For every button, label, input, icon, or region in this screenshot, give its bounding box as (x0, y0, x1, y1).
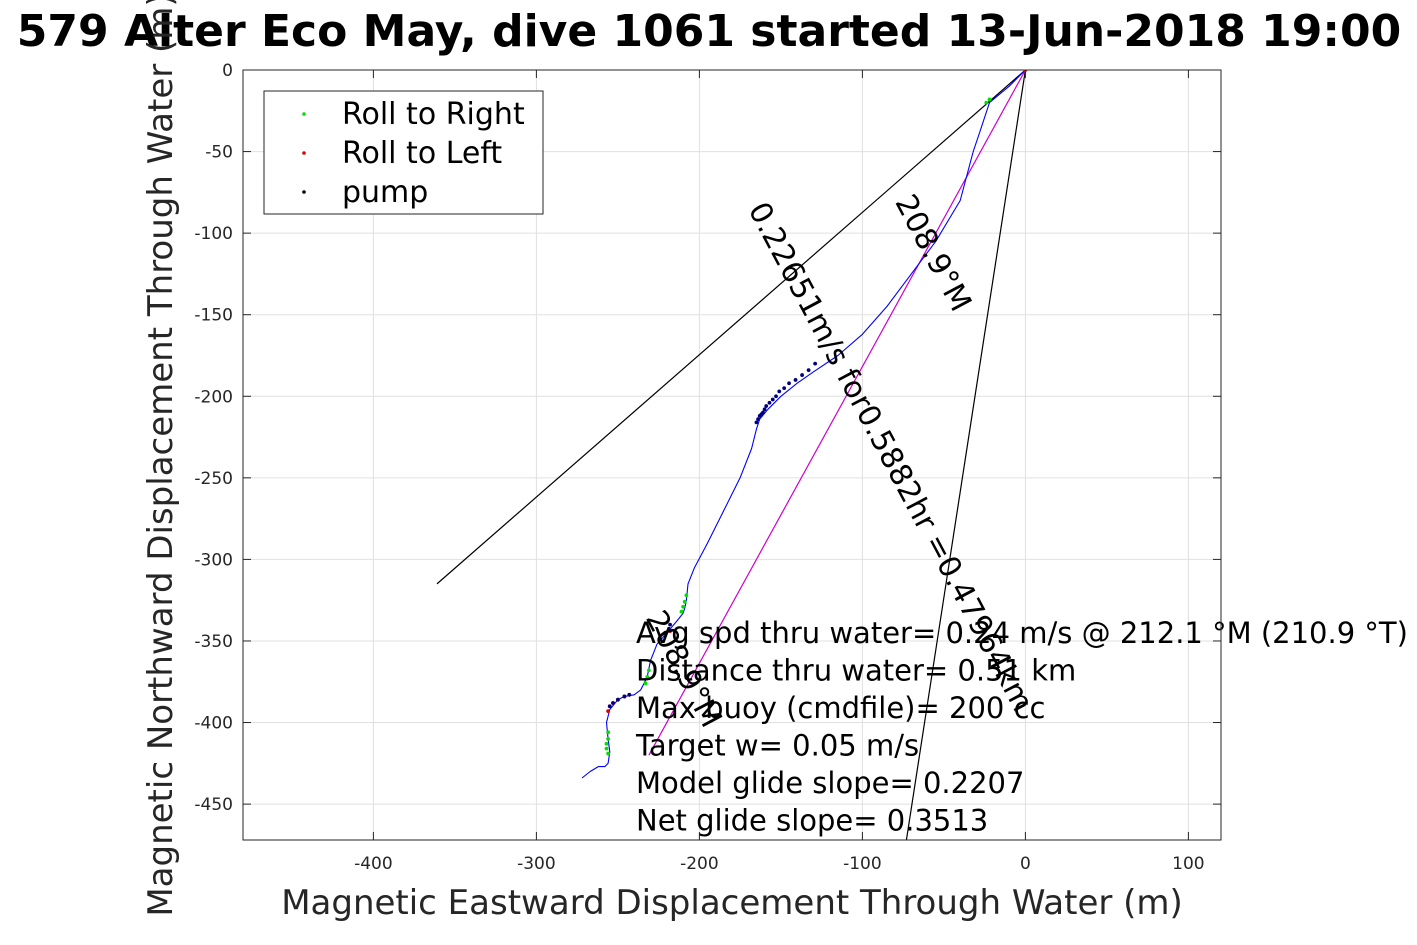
roll-right-point (606, 751, 611, 756)
pump-point (757, 413, 762, 418)
axes-box (242, 69, 1222, 841)
pump-point (622, 694, 627, 699)
roll-right-point (684, 593, 689, 598)
x-tick-label: -400 (354, 854, 393, 874)
legend-marker-pump (302, 190, 306, 194)
roll-right-point (682, 599, 687, 604)
pump-point (806, 368, 811, 373)
glider-track (581, 70, 1026, 779)
x-tick-label: 0 (1020, 854, 1031, 874)
x-tick-label: -100 (843, 854, 882, 874)
chart-title: 579 Alter Eco May, dive 1061 started 13-… (17, 6, 1401, 57)
y-tick-label: -250 (194, 469, 233, 489)
x-tick-label: -200 (680, 854, 719, 874)
pump-point (762, 407, 767, 412)
roll-left-point (606, 709, 611, 714)
legend-marker-roll-left (302, 151, 306, 155)
y-tick-label: -350 (194, 632, 233, 652)
pump-point (611, 701, 615, 705)
roll-right-point (987, 97, 992, 102)
stats-line: Max buoy (cmdfile)= 200 cc (636, 691, 1045, 725)
pump-point (787, 381, 791, 386)
pump-point (668, 622, 672, 627)
roll-right-point (606, 730, 611, 735)
roll-right-point (646, 668, 651, 673)
heading-line (905, 70, 1026, 840)
y-tick-label: -150 (194, 306, 233, 326)
legend-label-roll-left: Roll to Left (342, 136, 502, 171)
mean-track (648, 70, 1026, 756)
y-tick-label: 0 (222, 61, 233, 81)
pump-point (770, 397, 775, 402)
legend-marker-roll-right (302, 112, 306, 116)
y-tick-label: -50 (205, 143, 233, 163)
stats-line: Avg spd thru water= 0.24 m/s @ 212.1 °M … (636, 616, 1408, 650)
pump-point (764, 404, 769, 408)
pump-point (777, 389, 782, 394)
pump-point (793, 378, 798, 382)
roll-right-point (984, 100, 989, 105)
legend: Roll to Right Roll to Left pump (263, 90, 544, 215)
y-axis: 0 -50 -100 -150 -200 -250 -300 -350 -400 -450 (194, 61, 1221, 815)
pump-point (627, 692, 632, 697)
roll-right-point (643, 681, 648, 686)
x-axis-label: Magnetic Eastward Displacement Through W… (281, 883, 1183, 923)
stats-line: Net glide slope= 0.3513 (636, 804, 988, 838)
roll-left-point (668, 629, 672, 634)
pump-point (782, 386, 787, 391)
legend-label-roll-right: Roll to Right (342, 97, 525, 132)
series-layer (436, 70, 1028, 840)
pump-point (774, 394, 778, 399)
roll-right-point (604, 741, 609, 746)
roll-right-point (679, 609, 684, 614)
roll-right-point (681, 604, 685, 609)
pump-point (756, 417, 760, 422)
x-tick-label: -300 (517, 854, 556, 874)
legend-label-pump: pump (342, 175, 428, 210)
pump-point (663, 630, 668, 635)
roll-right-point (604, 746, 609, 751)
roll-right-point (606, 736, 611, 741)
stats-line: Model glide slope= 0.2207 (636, 766, 1024, 800)
y-axis-label: Magnetic Northward Displacement Through … (141, 0, 181, 917)
stats-line: Target w= 0.05 m/s (635, 729, 919, 763)
y-tick-label: -400 (194, 714, 233, 734)
roll-right-point (645, 674, 650, 679)
y-tick-label: -200 (194, 387, 233, 407)
pump-point (800, 373, 804, 377)
pump-point (767, 400, 772, 405)
legend-box (263, 90, 544, 215)
pump-point (754, 420, 759, 425)
pump-point (616, 697, 620, 702)
pump-point (607, 704, 612, 709)
x-axis: -400 -300 -200 -100 0 100 (354, 70, 1205, 874)
x-tick-label: 100 (1172, 854, 1204, 874)
y-tick-label: -450 (194, 795, 233, 815)
y-tick-label: -300 (194, 550, 233, 570)
stats-line: Distance thru water= 0.51 km (636, 654, 1076, 688)
heading-line (436, 70, 1026, 585)
pump-point (813, 361, 818, 366)
y-tick-label: -100 (194, 224, 233, 244)
